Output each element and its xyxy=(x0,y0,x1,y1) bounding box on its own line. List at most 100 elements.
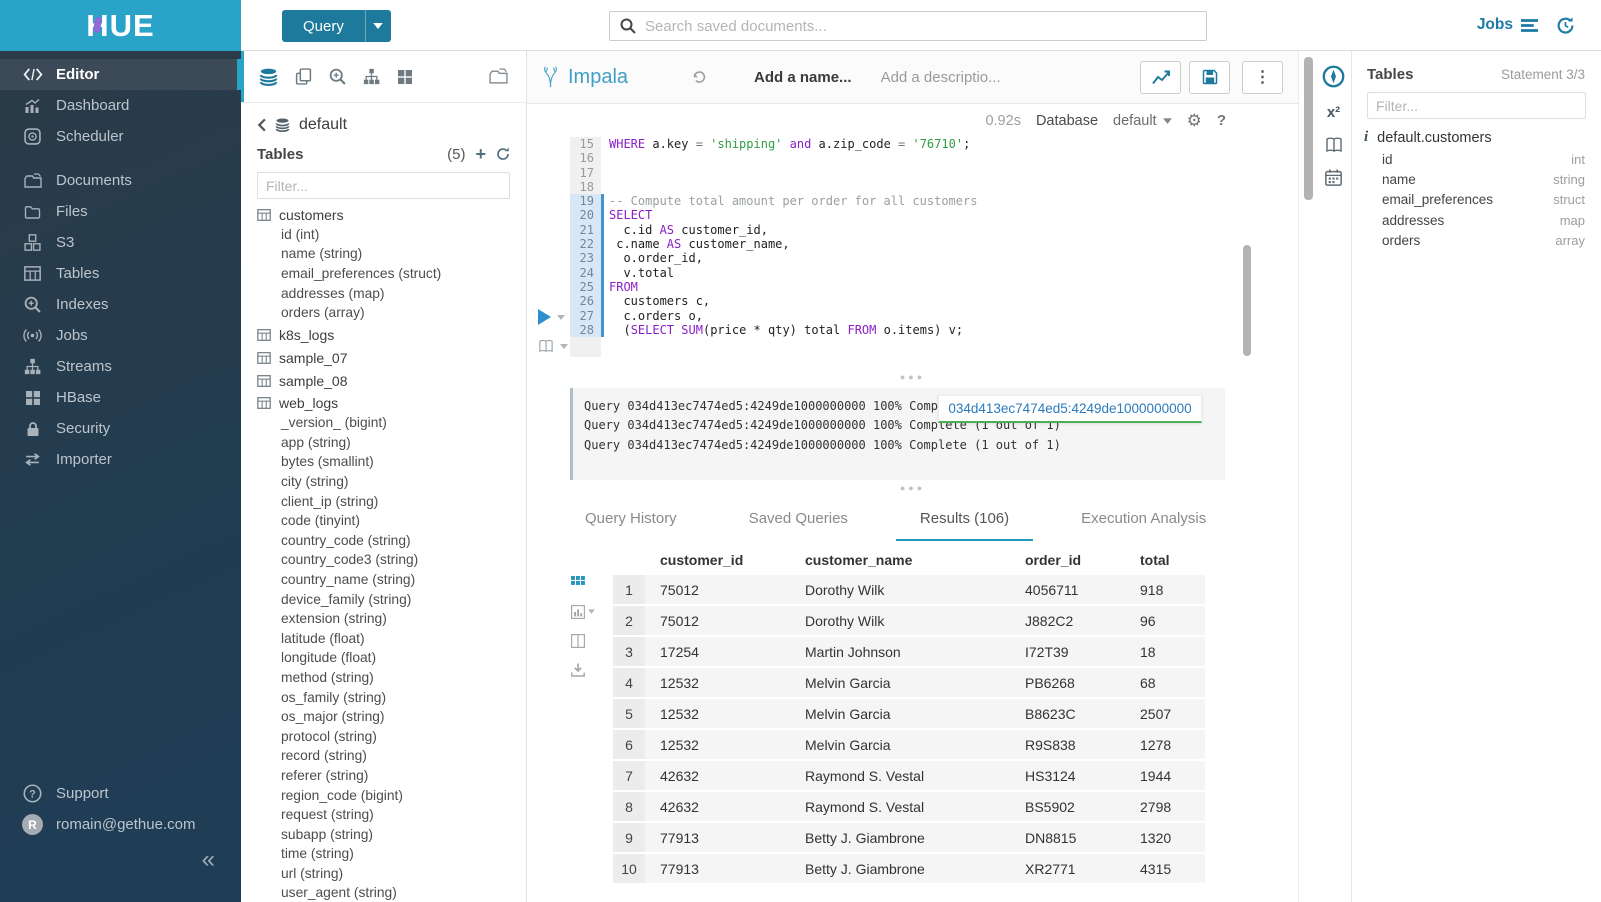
schedule-calendar-icon[interactable] xyxy=(1325,169,1342,186)
hue-logo-area[interactable]: HUE xyxy=(0,0,241,51)
column-item[interactable]: region_code (bigint) xyxy=(241,785,526,805)
sidebar-item-documents[interactable]: Documents xyxy=(0,165,241,196)
query-history-icon[interactable] xyxy=(1556,16,1575,35)
tab-query-history[interactable]: Query History xyxy=(585,510,677,527)
column-item[interactable]: latitude (float) xyxy=(241,628,526,648)
functions-icon[interactable]: x² xyxy=(1326,104,1341,121)
job-id-badge[interactable]: 034d413ec7474ed5:4249de1000000000 xyxy=(938,395,1202,423)
table-column-row[interactable]: id int xyxy=(1352,149,1601,169)
refresh-tables-icon[interactable] xyxy=(496,147,510,161)
sidebar-item-editor[interactable]: Editor xyxy=(0,59,241,90)
help-question-icon[interactable]: ? xyxy=(1216,112,1226,129)
table-item[interactable]: web_logs xyxy=(241,393,526,413)
hbase-source-icon[interactable] xyxy=(397,69,413,85)
sidebar-item-user[interactable]: R romain@gethue.com xyxy=(0,809,241,840)
collapse-sidebar-icon[interactable]: « xyxy=(201,846,215,873)
sidebar-item-jobs[interactable]: Jobs xyxy=(0,320,241,351)
settings-gear-icon[interactable]: ⚙ xyxy=(1186,110,1202,130)
column-item[interactable]: longitude (float) xyxy=(241,648,526,668)
column-item[interactable]: country_code3 (string) xyxy=(241,550,526,570)
streams-source-icon[interactable] xyxy=(363,68,380,85)
resize-handle-top[interactable]: ●●● xyxy=(899,372,926,382)
sidebar-item-importer[interactable]: Importer xyxy=(0,444,241,475)
query-history-undo-icon[interactable] xyxy=(691,69,707,85)
column-item[interactable]: url (string) xyxy=(241,864,526,884)
database-name[interactable]: default xyxy=(299,116,348,133)
column-item[interactable]: method (string) xyxy=(241,668,526,688)
column-item[interactable]: name (string) xyxy=(241,244,526,264)
resize-handle-bottom[interactable]: ●●● xyxy=(899,483,926,493)
chart-view-icon[interactable] xyxy=(571,597,597,626)
query-button[interactable]: Query xyxy=(303,17,344,35)
column-item[interactable]: request (string) xyxy=(241,805,526,825)
column-item[interactable]: extension (string) xyxy=(241,609,526,629)
query-dropdown-caret[interactable] xyxy=(364,10,391,42)
column-item[interactable]: bytes (smallint) xyxy=(241,452,526,472)
back-chevron-icon[interactable] xyxy=(257,118,266,132)
column-item[interactable]: orders (array) xyxy=(241,303,526,323)
documents-source-icon[interactable] xyxy=(295,68,312,85)
query-name-field[interactable]: Add a name... xyxy=(754,68,852,86)
column-item[interactable]: referer (string) xyxy=(241,766,526,786)
sql-code-editor[interactable]: 15 WHERE a.key = 'shipping' and a.zip_cod… xyxy=(570,137,1298,369)
column-item[interactable]: record (string) xyxy=(241,746,526,766)
right-filter-input[interactable] xyxy=(1367,92,1586,119)
tab-saved-queries[interactable]: Saved Queries xyxy=(748,510,848,527)
databases-source-icon[interactable] xyxy=(259,68,278,86)
column-item[interactable]: time (string) xyxy=(241,844,526,864)
table-item[interactable]: sample_08 xyxy=(241,371,526,391)
tab-execution-analysis[interactable]: Execution Analysis xyxy=(1081,510,1207,527)
sidebar-item-files[interactable]: Files xyxy=(0,196,241,227)
search-input[interactable] xyxy=(645,17,1196,35)
more-actions-button[interactable]: ⋮ xyxy=(1242,60,1283,94)
execute-play-button[interactable] xyxy=(538,309,551,325)
table-item[interactable]: sample_07 xyxy=(241,348,526,368)
column-item[interactable]: city (string) xyxy=(241,472,526,492)
column-header-customer_id[interactable]: customer_id xyxy=(660,552,744,568)
sidebar-item-support[interactable]: ? Support xyxy=(0,778,241,809)
sidebar-item-scheduler[interactable]: Scheduler xyxy=(0,121,241,152)
assistant-compass-icon[interactable] xyxy=(1322,65,1345,88)
column-item[interactable]: addresses (map) xyxy=(241,283,526,303)
save-button[interactable] xyxy=(1189,60,1230,94)
column-item[interactable]: _version_ (bigint) xyxy=(241,413,526,433)
tables-filter-input[interactable] xyxy=(257,172,510,199)
execute-options-caret[interactable] xyxy=(557,314,565,320)
column-item[interactable]: os_family (string) xyxy=(241,687,526,707)
table-column-row[interactable]: orders array xyxy=(1352,231,1601,251)
table-column-row[interactable]: email_preferences struct xyxy=(1352,190,1601,210)
column-item[interactable]: protocol (string) xyxy=(241,726,526,746)
columns-view-icon[interactable] xyxy=(571,626,597,655)
grid-view-icon[interactable] xyxy=(571,568,597,597)
column-header-customer_name[interactable]: customer_name xyxy=(805,552,913,568)
column-item[interactable]: code (tinyint) xyxy=(241,511,526,531)
main-scrollbar-thumb[interactable] xyxy=(1304,57,1313,200)
table-item[interactable]: customers xyxy=(241,205,526,225)
table-column-row[interactable]: name string xyxy=(1352,169,1601,189)
jobs-link[interactable]: Jobs xyxy=(1477,16,1538,34)
files-source-icon[interactable] xyxy=(489,68,508,85)
sidebar-item-streams[interactable]: Streams xyxy=(0,351,241,382)
tab-results-106-[interactable]: Results (106) xyxy=(895,510,1034,541)
column-item[interactable]: country_code (string) xyxy=(241,531,526,551)
column-item[interactable]: country_name (string) xyxy=(241,570,526,590)
active-table-row[interactable]: i default.customers xyxy=(1352,119,1601,149)
sidebar-item-security[interactable]: Security xyxy=(0,413,241,444)
column-item[interactable]: email_preferences (struct) xyxy=(241,264,526,284)
explain-options-caret[interactable] xyxy=(560,343,568,349)
sidebar-item-hbase[interactable]: HBase xyxy=(0,382,241,413)
engine-name[interactable]: Impala xyxy=(568,65,629,88)
editor-scrollbar-thumb[interactable] xyxy=(1243,245,1251,356)
sidebar-item-s3[interactable]: S3 xyxy=(0,227,241,258)
column-item[interactable]: client_ip (string) xyxy=(241,491,526,511)
sidebar-item-tables[interactable]: Tables xyxy=(0,258,241,289)
column-header-total[interactable]: total xyxy=(1140,552,1170,568)
add-table-icon[interactable]: + xyxy=(475,144,486,164)
table-column-row[interactable]: addresses map xyxy=(1352,210,1601,230)
column-item[interactable]: user_agent (string) xyxy=(241,883,526,902)
column-item[interactable]: id (int) xyxy=(241,225,526,245)
column-item[interactable]: device_family (string) xyxy=(241,589,526,609)
chart-button[interactable] xyxy=(1140,60,1181,94)
column-header-order_id[interactable]: order_id xyxy=(1025,552,1082,568)
column-item[interactable]: app (string) xyxy=(241,433,526,453)
